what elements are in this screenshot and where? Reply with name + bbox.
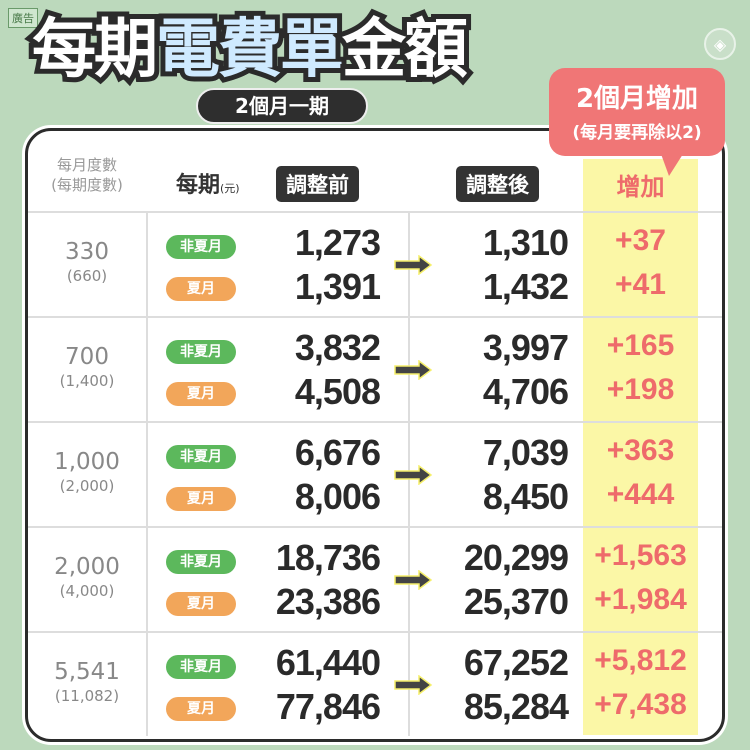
divider [146,423,148,526]
table-row: 700 (1,400) 非夏月 夏月 3,832 4,508 3,997 4,70… [28,316,722,421]
kwh-monthly: 330 [65,239,109,265]
header-kwh-monthly: 每月度數 [56,156,117,174]
non-summer-badge: 非夏月 [166,655,236,679]
increase-summer: +1,984 [594,583,687,616]
divider [146,213,148,316]
header-after: 調整後 [456,166,539,202]
arrow-right-icon [394,465,433,485]
arrow-right-icon [394,255,433,275]
before-summer: 4,508 [294,371,381,412]
summer-badge: 夏月 [166,487,236,511]
before-summer: 23,386 [275,581,381,622]
title-part1: 每期 [27,13,163,87]
table-row: 330 (660) 非夏月 夏月 1,273 1,391 1,310 1,432 … [28,211,722,316]
after-summer: 1,432 [482,266,569,307]
after-non-summer: 67,252 [463,642,569,683]
non-summer-badge: 非夏月 [166,550,236,574]
before-non-summer: 3,832 [294,327,381,368]
header-kwh: 每月度數 (每期度數) [28,155,146,195]
summer-badge: 夏月 [166,277,236,301]
increase-non-summer: +363 [606,434,675,467]
increase-column-highlight [583,159,698,735]
after-summer: 85,284 [463,686,569,727]
after-summer: 8,450 [482,476,569,517]
arrow-right-icon [394,570,433,590]
divider [146,633,148,736]
ad-label: 廣告 [8,8,38,28]
increase-non-summer: +5,812 [594,644,687,677]
non-summer-badge: 非夏月 [166,340,236,364]
increase-summer: +444 [606,478,675,511]
before-non-summer: 61,440 [275,642,381,683]
table-row: 5,541 (11,082) 非夏月 夏月 61,440 77,846 67,25… [28,631,722,736]
summer-badge: 夏月 [166,592,236,616]
kwh-cell: 5,541 (11,082) [28,659,146,705]
non-summer-badge: 非夏月 [166,235,236,259]
divider [146,528,148,631]
header-unit: (元) [220,182,240,195]
title-part2: 電費單 [151,13,349,87]
kwh-cell: 2,000 (4,000) [28,554,146,600]
kwh-cell: 700 (1,400) [28,344,146,390]
divider [146,318,148,421]
kwh-period: (1,400) [59,372,115,390]
kwh-cell: 1,000 (2,000) [28,449,146,495]
kwh-monthly: 1,000 [54,449,120,475]
increase-summer: +41 [615,268,666,301]
after-non-summer: 20,299 [463,537,569,578]
before-summer: 1,391 [294,266,381,307]
before-summer: 8,006 [294,476,381,517]
kwh-period: (660) [66,267,108,285]
increase-summer: +7,438 [594,688,687,721]
kwh-cell: 330 (660) [28,239,146,285]
header-increase: 增加 [616,173,665,201]
increase-callout: 2個月增加 (每月要再除以2) [549,68,725,176]
kwh-period: (4,000) [59,582,115,600]
before-non-summer: 1,273 [294,222,381,263]
summer-badge: 夏月 [166,382,236,406]
table-row: 2,000 (4,000) 非夏月 夏月 18,736 23,386 20,299… [28,526,722,631]
title-part3: 金額 [337,13,473,87]
callout-line2: (每月要再除以2) [572,123,702,143]
header-per-period: 每期(元) [176,167,240,199]
header-per-period-label: 每期 [176,173,221,198]
before-non-summer: 6,676 [294,432,381,473]
header-before: 調整前 [276,166,359,202]
page-title: 每期 電費單 金額 [27,13,473,87]
table-row: 1,000 (2,000) 非夏月 夏月 6,676 8,006 7,039 8,… [28,421,722,526]
callout-line1: 2個月增加 [575,84,699,114]
increase-non-summer: +1,563 [594,539,687,572]
kwh-period: (11,082) [54,687,120,705]
arrow-right-icon [394,360,433,380]
price-table: 每月度數 (每期度數) 每期(元) 調整前 調整後 增加 330 (660) 非夏… [25,128,725,742]
kwh-monthly: 2,000 [54,554,120,580]
after-non-summer: 7,039 [482,432,569,473]
agency-logo: ◈ [704,28,736,60]
arrow-right-icon [394,675,433,695]
kwh-period: (2,000) [59,477,115,495]
increase-non-summer: +37 [615,224,666,257]
increase-summer: +198 [606,373,675,406]
after-summer: 4,706 [482,371,569,412]
after-non-summer: 1,310 [482,222,569,263]
table-header: 每月度數 (每期度數) 每期(元) 調整前 調整後 增加 [28,131,722,211]
summer-badge: 夏月 [166,697,236,721]
before-summer: 77,846 [275,686,381,727]
kwh-monthly: 700 [65,344,109,370]
after-summer: 25,370 [463,581,569,622]
after-non-summer: 3,997 [482,327,569,368]
increase-non-summer: +165 [606,329,675,362]
before-non-summer: 18,736 [275,537,381,578]
non-summer-badge: 非夏月 [166,445,236,469]
header-kwh-period: (每期度數) [51,176,123,194]
subtitle-pill: 2個月一期 [196,88,368,124]
kwh-monthly: 5,541 [54,659,120,685]
